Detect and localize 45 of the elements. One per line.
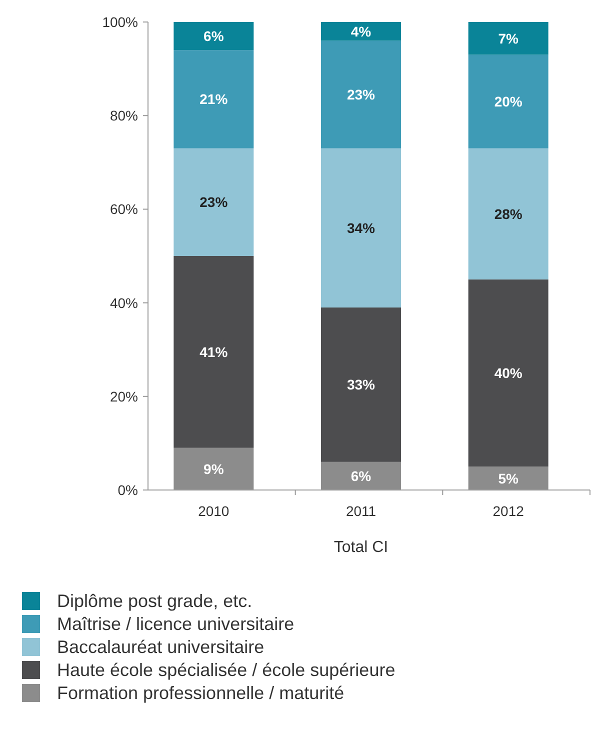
bar: [468, 148, 548, 280]
bar: [174, 256, 254, 448]
data-label: 4%: [350, 23, 372, 40]
y-tick-label: 80%: [110, 108, 138, 124]
y-tick-label: 60%: [110, 201, 138, 218]
data-label: 20%: [494, 94, 523, 110]
data-label: 28%: [494, 206, 523, 222]
x-tick-label: 2011: [346, 503, 376, 519]
x-tick-label: 2010: [198, 503, 230, 519]
bar: [468, 279, 548, 467]
legend-label: Maîtrise / licence universitaire: [57, 614, 294, 634]
y-tick-label: 100%: [102, 14, 138, 30]
data-label: 21%: [200, 91, 228, 108]
bar: [468, 466, 548, 490]
legend-label: Formation professionnelle / maturité: [57, 683, 344, 703]
x-axis-title: Total CI: [334, 539, 388, 556]
legend-label: Haute école spécialisée / école supérieure: [57, 660, 396, 680]
bar: [321, 148, 401, 308]
data-label: 6%: [350, 468, 372, 484]
data-label: 23%: [346, 86, 376, 103]
data-label: 5%: [498, 470, 519, 486]
bar: [468, 22, 548, 55]
y-tick-label: 20%: [110, 388, 138, 404]
data-label: 7%: [498, 30, 519, 46]
bar: [321, 307, 401, 462]
legend-label: Diplôme post grade, etc.: [57, 591, 252, 611]
data-label: 6%: [204, 28, 224, 44]
bar: [174, 448, 254, 490]
data-label: 23%: [200, 194, 228, 210]
bar: [174, 148, 254, 256]
data-label: 9%: [204, 460, 224, 477]
bar: [321, 22, 401, 41]
x-tick-label: 2012: [492, 503, 524, 519]
data-label: 33%: [346, 376, 376, 393]
bar: [468, 54, 548, 148]
data-label: 34%: [346, 220, 376, 236]
y-tick-label: 0%: [118, 482, 138, 498]
data-label: 40%: [494, 365, 523, 381]
data-label: 41%: [200, 344, 228, 360]
bar: [321, 462, 401, 490]
bar: [321, 40, 401, 148]
bar: [174, 50, 254, 148]
legend-label: Baccalauréat universitaire: [57, 637, 264, 657]
y-tick-label: 40%: [110, 294, 138, 311]
bar: [174, 22, 254, 50]
